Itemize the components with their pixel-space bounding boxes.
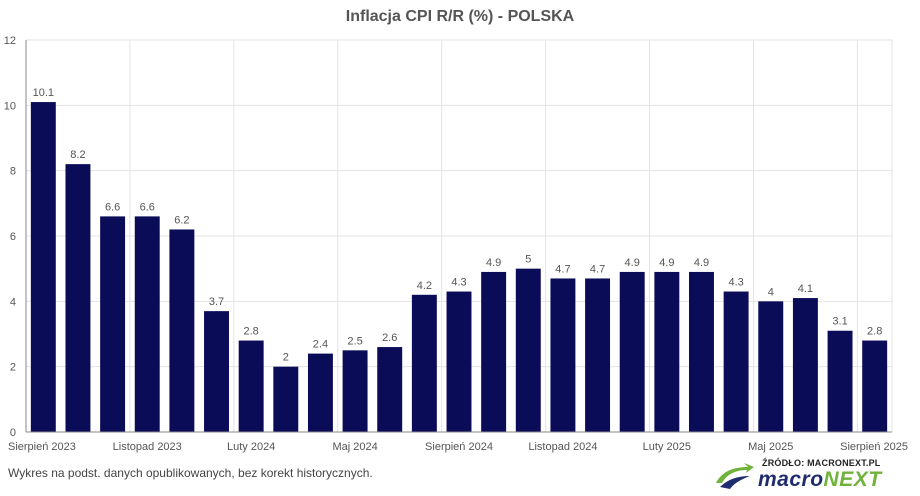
x-tick-label: Listopad 2024 (528, 441, 597, 453)
x-tick-label: Sierpień 2024 (425, 441, 493, 453)
bar-value-label: 4.9 (625, 257, 640, 269)
y-tick-label: 2 (10, 362, 16, 374)
bar-value-label: 2 (283, 352, 289, 364)
bar (100, 216, 126, 432)
grid-layer (25, 39, 893, 432)
x-tick-label: Sierpień 2025 (840, 441, 908, 453)
bar (134, 216, 160, 432)
footnote: Wykres na podst. danych opublikowanych, … (8, 466, 373, 480)
source-label: ŹRÓDŁO: MACRONEXT.PL (762, 458, 881, 468)
y-tick-label: 6 (10, 231, 16, 243)
bar (758, 301, 784, 432)
bar-value-label: 4.1 (798, 283, 813, 295)
bar (342, 350, 368, 432)
bar (169, 229, 195, 432)
bar-value-label: 4.7 (590, 263, 605, 275)
bar (585, 278, 611, 432)
bar-value-label: 6.6 (140, 201, 155, 213)
bar-value-label: 4.9 (659, 257, 674, 269)
bar (481, 271, 507, 432)
bar (792, 298, 818, 432)
bar (689, 271, 714, 432)
bar (411, 294, 437, 432)
bar-value-label: 4.7 (555, 263, 570, 275)
y-tick-label: 12 (4, 35, 16, 47)
bar-value-label: 2.6 (382, 332, 397, 344)
bar (307, 353, 333, 432)
bar-value-label: 3.1 (832, 316, 847, 328)
bar (862, 340, 888, 432)
y-tick-label: 8 (10, 166, 16, 178)
x-tick-label: Listopad 2023 (113, 441, 182, 453)
logo-word-macro: macro (758, 468, 824, 491)
logo-word-next: NEXT (823, 468, 882, 491)
x-tick-label: Maj 2025 (748, 441, 793, 453)
bar (723, 291, 749, 432)
bar (550, 278, 576, 432)
bar (273, 366, 299, 432)
bar-value-label: 4.3 (728, 277, 743, 289)
bar-value-label: 5 (525, 254, 531, 266)
y-tick-label: 0 (10, 427, 16, 439)
value-labels-layer: 10.1 8.2 6.6 6.6 6.2 3.7 2.8 2 2.4 2.5 2.6 4.2 4.3 4.… (33, 87, 883, 364)
bars-layer (30, 102, 888, 433)
bar-value-label: 2.8 (867, 326, 882, 338)
x-tick-label: Luty 2024 (227, 441, 275, 453)
bar-value-label: 4.3 (451, 277, 466, 289)
bar (377, 347, 403, 432)
bar-value-label: 4.9 (486, 257, 501, 269)
bar-value-label: 4 (768, 286, 774, 298)
macronext-wordmark: macroNEXT (758, 468, 882, 492)
macronext-logo-icon (716, 463, 754, 489)
bar (827, 330, 853, 432)
bar-value-label: 4.9 (694, 257, 709, 269)
bar-value-label: 2.8 (244, 326, 259, 338)
y-tick-label: 10 (4, 100, 16, 112)
bar (654, 271, 680, 432)
x-tick-label: Luty 2025 (643, 441, 691, 453)
bar-value-label: 2.4 (313, 339, 328, 351)
x-tick-label: Maj 2024 (332, 441, 377, 453)
axes-layer: 0 2 4 6 8 10 12 Sierpień 2023 Listopad 2023 Luty … (4, 35, 908, 453)
bar (619, 271, 645, 432)
x-tick-label: Sierpień 2023 (8, 441, 76, 453)
bar (30, 102, 56, 433)
bar (65, 164, 91, 432)
bar-value-label: 6.2 (174, 214, 189, 226)
bar-value-label: 2.5 (347, 335, 362, 347)
bar-value-label: 3.7 (209, 296, 224, 308)
chart-title: Inflacja CPI R/R (%) - POLSKA (345, 8, 575, 25)
macronext-brand: ŹRÓDŁO: MACRONEXT.PL macroNEXT (714, 457, 914, 493)
bar (238, 340, 264, 432)
bar-value-label: 4.2 (417, 280, 432, 292)
bar (204, 311, 229, 432)
bar-chart: 10.1 8.2 6.6 6.6 6.2 3.7 2.8 2 2.4 2.5 2.6 4.2 4.3 4.… (4, 35, 908, 453)
bar-value-label: 10.1 (33, 87, 54, 99)
bar-value-label: 6.6 (105, 201, 120, 213)
bar (515, 268, 541, 432)
bar-value-label: 8.2 (70, 149, 85, 161)
y-tick-label: 4 (10, 296, 16, 308)
bar (446, 291, 472, 432)
